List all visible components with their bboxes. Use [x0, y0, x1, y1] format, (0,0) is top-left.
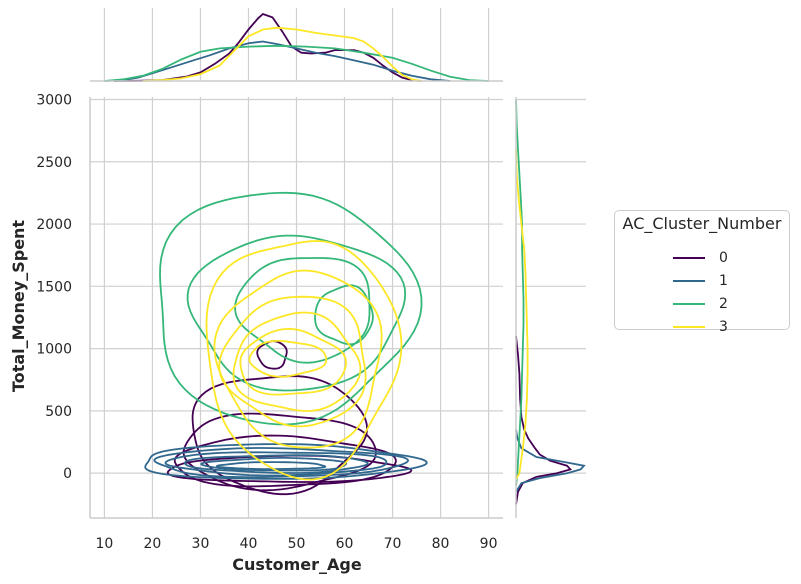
contour-3-5: [248, 340, 328, 378]
contour-1-2: [164, 451, 388, 477]
top-marginal-grid: [103, 8, 490, 81]
y-tick-label-2: 1000: [36, 342, 72, 358]
contour-0-2: [182, 412, 377, 492]
legend-swatch-0: [673, 257, 705, 259]
contour-0-3: [191, 375, 369, 496]
x-tick-label-6: 70: [384, 536, 402, 552]
y-tick-labels: 0 500 1000 1500 2000 2500 3000: [36, 92, 72, 482]
axis-spines: [89, 80, 517, 519]
y-tick-label-1: 500: [45, 404, 72, 420]
y-tick-label-4: 2000: [36, 217, 72, 233]
y-tick-label-5: 2500: [36, 155, 72, 171]
x-tick-labels: 10 20 30 40 50 60 70 80 90: [95, 536, 497, 552]
x-tick-label-1: 20: [144, 536, 162, 552]
contour-0-1: [173, 434, 397, 488]
x-tick-label-3: 40: [240, 536, 258, 552]
legend-title: AC_Cluster_Number: [622, 214, 782, 233]
contour-1-3: [184, 454, 369, 474]
top-marginal-curves: [104, 12, 489, 82]
legend-label-2: 2: [719, 296, 728, 312]
legend-item-2: 2: [673, 294, 783, 314]
right-marginal-curve-2: [515, 99, 525, 486]
x-tick-label-0: 10: [95, 536, 113, 552]
contour-2-2: [234, 257, 371, 364]
right-marginal-curve-1: [515, 429, 586, 493]
right-marginal-curves: [515, 99, 586, 505]
contour-1-1: [153, 447, 410, 478]
x-tick-label-7: 80: [432, 536, 450, 552]
top-marginal-curve-2: [104, 44, 489, 82]
legend-label-1: 1: [719, 273, 728, 289]
legend-swatch-3: [673, 326, 705, 328]
x-tick-label-5: 60: [336, 536, 354, 552]
right-marginal-curve-0: [515, 336, 573, 505]
x-tick-label-2: 30: [192, 536, 210, 552]
y-tick-label-6: 3000: [36, 92, 72, 108]
legend-label-0: 0: [719, 250, 728, 266]
kde-contours: [144, 191, 428, 496]
x-tick-label-4: 50: [288, 536, 306, 552]
top-marginal-curve-1: [104, 40, 451, 82]
contour-2-1: [186, 234, 407, 392]
right-marginal-curve-3: [515, 149, 529, 480]
x-tick-label-8: 90: [480, 536, 498, 552]
contour-3-4: [239, 327, 347, 396]
legend-swatch-2: [673, 303, 705, 305]
y-tick-label-0: 0: [63, 466, 72, 482]
contour-3-1: [213, 269, 383, 449]
contour-0-4: [256, 340, 288, 370]
legend-item-0: 0: [673, 248, 783, 268]
y-tick-label-3: 1500: [36, 279, 72, 295]
legend: AC_Cluster_Number 0 1 2 3: [614, 210, 790, 335]
x-axis-title: Customer_Age: [232, 555, 362, 574]
top-marginal-curve-3: [142, 26, 422, 82]
contour-3-0: [205, 240, 403, 481]
y-axis-title: Total_Money_Spent: [9, 220, 28, 393]
contour-2-3: [314, 284, 374, 346]
legend-item-3: 3: [673, 317, 783, 337]
contour-1-4: [200, 457, 348, 472]
legend-label-3: 3: [719, 319, 728, 335]
contour-1-5: [215, 461, 327, 470]
contour-3-2: [218, 295, 367, 428]
contour-1-0: [144, 443, 428, 480]
contour-3-3: [232, 311, 362, 412]
legend-swatch-1: [673, 280, 705, 282]
legend-item-1: 1: [673, 271, 783, 291]
contour-2-0: [159, 191, 423, 426]
